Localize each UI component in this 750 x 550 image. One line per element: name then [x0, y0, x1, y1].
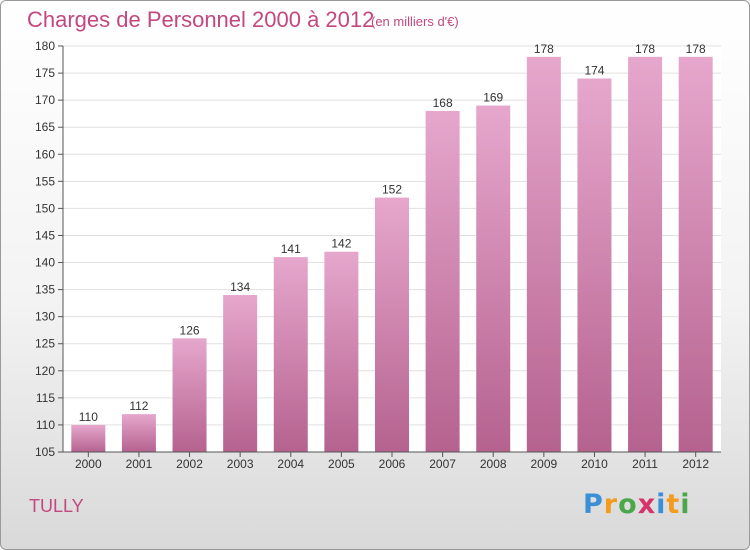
y-tick-label: 130	[35, 310, 55, 324]
y-tick-label: 140	[35, 256, 55, 270]
logo-letter: i	[656, 489, 667, 520]
bar	[678, 56, 713, 453]
y-tick-label: 165	[35, 120, 55, 134]
data-label: 174	[584, 63, 604, 77]
x-tick-label: 2000	[75, 457, 102, 471]
chart-subtitle: (en milliers d'€)	[371, 14, 459, 29]
chart-title: Charges de Personnel 2000 à 2012	[27, 7, 375, 32]
y-tick-label: 160	[35, 147, 55, 161]
x-tick-label: 2007	[429, 457, 456, 471]
bar	[425, 110, 460, 453]
bar	[375, 197, 409, 452]
place-name: TULLY	[29, 496, 84, 516]
data-label: 110	[79, 410, 98, 424]
x-tick-label: 2008	[480, 457, 507, 471]
bar	[71, 424, 106, 452]
y-tick-label: 110	[36, 418, 55, 432]
y-tick-label: 125	[35, 337, 55, 351]
logo-letter: o	[618, 489, 638, 520]
data-label: 178	[534, 42, 554, 56]
x-tick-label: 2002	[176, 457, 203, 471]
bar	[223, 295, 258, 452]
y-tick-label: 115	[36, 391, 55, 405]
data-label: 178	[686, 42, 706, 56]
y-tick-label: 170	[35, 93, 55, 107]
data-label: 169	[483, 91, 503, 105]
logo-letter: t	[666, 489, 681, 520]
x-tick-label: 2012	[682, 457, 709, 471]
x-tick-label: 2005	[328, 457, 355, 471]
data-label: 141	[281, 242, 301, 256]
data-label: 152	[382, 183, 402, 197]
data-label: 112	[129, 399, 148, 413]
y-tick-label: 135	[35, 283, 55, 297]
y-tick-label: 150	[35, 201, 55, 215]
y-tick-label: 180	[35, 39, 55, 53]
data-label: 178	[635, 42, 655, 56]
logo-letter: i	[680, 489, 691, 520]
bar	[628, 56, 663, 453]
data-label: 134	[230, 280, 250, 294]
data-label: 142	[331, 237, 351, 251]
bar	[172, 338, 207, 452]
bar	[121, 414, 156, 452]
logo-letter: P	[583, 489, 604, 520]
proxiti-logo: Proxiti	[583, 489, 691, 520]
x-tick-label: 2001	[126, 457, 153, 471]
x-tick-label: 2003	[227, 457, 254, 471]
bar	[324, 251, 359, 452]
y-tick-label: 155	[35, 174, 55, 188]
x-tick-label: 2011	[632, 457, 658, 471]
logo-letter: r	[603, 489, 619, 520]
x-tick-label: 2009	[530, 457, 557, 471]
bar	[476, 105, 511, 453]
bar	[526, 56, 561, 453]
y-tick-label: 120	[35, 364, 55, 378]
y-tick-label: 145	[35, 228, 55, 242]
x-tick-label: 2010	[581, 457, 608, 471]
y-tick-label: 105	[35, 445, 55, 459]
data-label: 126	[180, 323, 200, 337]
bar	[273, 257, 308, 452]
data-label: 168	[433, 96, 453, 110]
x-tick-label: 2004	[277, 457, 304, 471]
bar	[577, 78, 612, 452]
logo-letter: x	[637, 489, 657, 520]
y-tick-label: 175	[35, 66, 55, 80]
x-tick-label: 2006	[379, 457, 406, 471]
